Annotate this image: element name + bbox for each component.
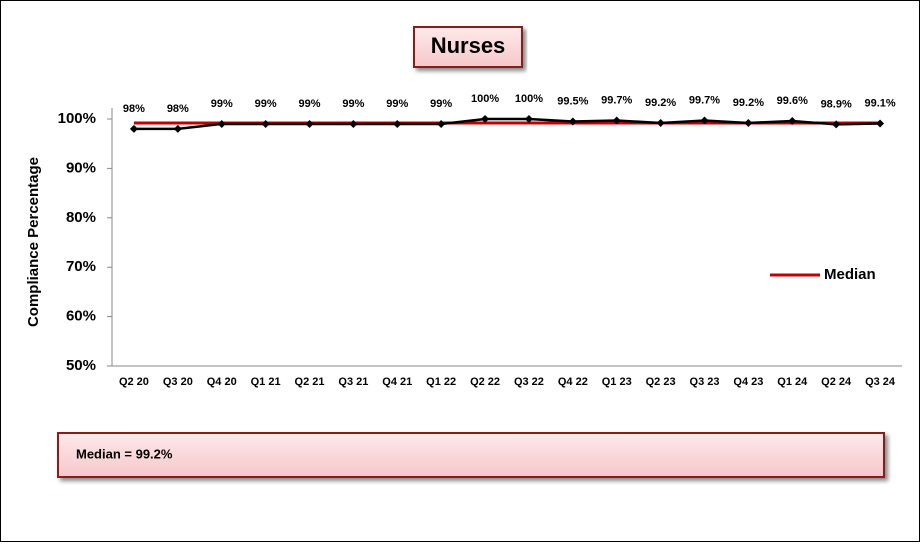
annotation: Median = 99.2%: [76, 446, 173, 461]
data-label: 100%: [515, 93, 543, 105]
y-tick-label: 70%: [66, 258, 96, 275]
data-label: 99%: [255, 98, 277, 110]
data-point: [524, 115, 533, 123]
x-tick-label: Q1 22: [426, 376, 456, 388]
data-point: [437, 119, 446, 128]
data-point: [481, 115, 490, 123]
data-point: [656, 118, 665, 127]
data-label: 99%: [342, 98, 364, 110]
x-tick-label: Q1 24: [777, 376, 808, 388]
x-tick-label: Q2 20: [119, 376, 149, 388]
data-point: [305, 119, 314, 128]
data-point: [393, 119, 402, 128]
data-label: 99%: [211, 98, 233, 110]
legend-label: Median: [824, 266, 876, 283]
data-point: [744, 118, 753, 127]
chart-title: Nurses: [431, 33, 506, 58]
data-point: [612, 116, 621, 125]
data-label: 99.1%: [864, 97, 895, 109]
data-label: 99%: [298, 98, 320, 110]
data-label: 99.2%: [645, 97, 676, 109]
data-point: [788, 116, 797, 125]
data-point: [876, 119, 885, 128]
x-tick-label: Q2 24: [821, 376, 852, 388]
x-tick-label: Q2 21: [295, 376, 325, 388]
x-tick-label: Q4 21: [382, 376, 412, 388]
data-label: 99.2%: [733, 97, 764, 109]
x-tick-label: Q4 23: [733, 376, 763, 388]
data-label: 99.6%: [777, 95, 808, 107]
data-point: [173, 124, 182, 133]
title-box: [413, 26, 523, 68]
data-label: 99.5%: [557, 95, 588, 107]
x-tick-label: Q4 22: [558, 376, 588, 388]
data-label: 98.9%: [821, 98, 852, 110]
data-point: [129, 124, 138, 133]
annotation-box: [57, 432, 885, 478]
data-point: [832, 120, 841, 129]
data-point: [261, 119, 270, 128]
data-point: [349, 119, 358, 128]
x-tick-label: Q2 22: [470, 376, 500, 388]
x-tick-label: Q3 23: [690, 376, 720, 388]
data-label: 99%: [386, 98, 408, 110]
x-tick-label: Q1 23: [602, 376, 632, 388]
data-point: [217, 119, 226, 128]
x-tick-label: Q3 24: [865, 376, 896, 388]
data-point: [700, 116, 709, 125]
x-tick-label: Q3 22: [514, 376, 544, 388]
y-tick-label: 60%: [66, 308, 96, 325]
x-tick-label: Q3 21: [338, 376, 368, 388]
y-tick-label: 50%: [66, 357, 96, 374]
x-tick-label: Q4 20: [207, 376, 237, 388]
y-tick-label: 100%: [58, 110, 96, 127]
x-tick-label: Q3 20: [163, 376, 193, 388]
x-tick-label: Q2 23: [646, 376, 676, 388]
y-axis-title: Compliance Percentage: [25, 157, 42, 327]
data-label: 99.7%: [601, 94, 632, 106]
data-label: 100%: [471, 93, 499, 105]
data-point: [568, 117, 577, 126]
y-tick-label: 90%: [66, 159, 96, 176]
x-tick-label: Q1 21: [251, 376, 281, 388]
y-tick-label: 80%: [66, 209, 96, 226]
data-line: [133, 117, 881, 131]
data-label: 98%: [123, 103, 145, 115]
data-label: 99%: [430, 98, 452, 110]
data-label: 99.7%: [689, 94, 720, 106]
data-label: 98%: [167, 103, 189, 115]
